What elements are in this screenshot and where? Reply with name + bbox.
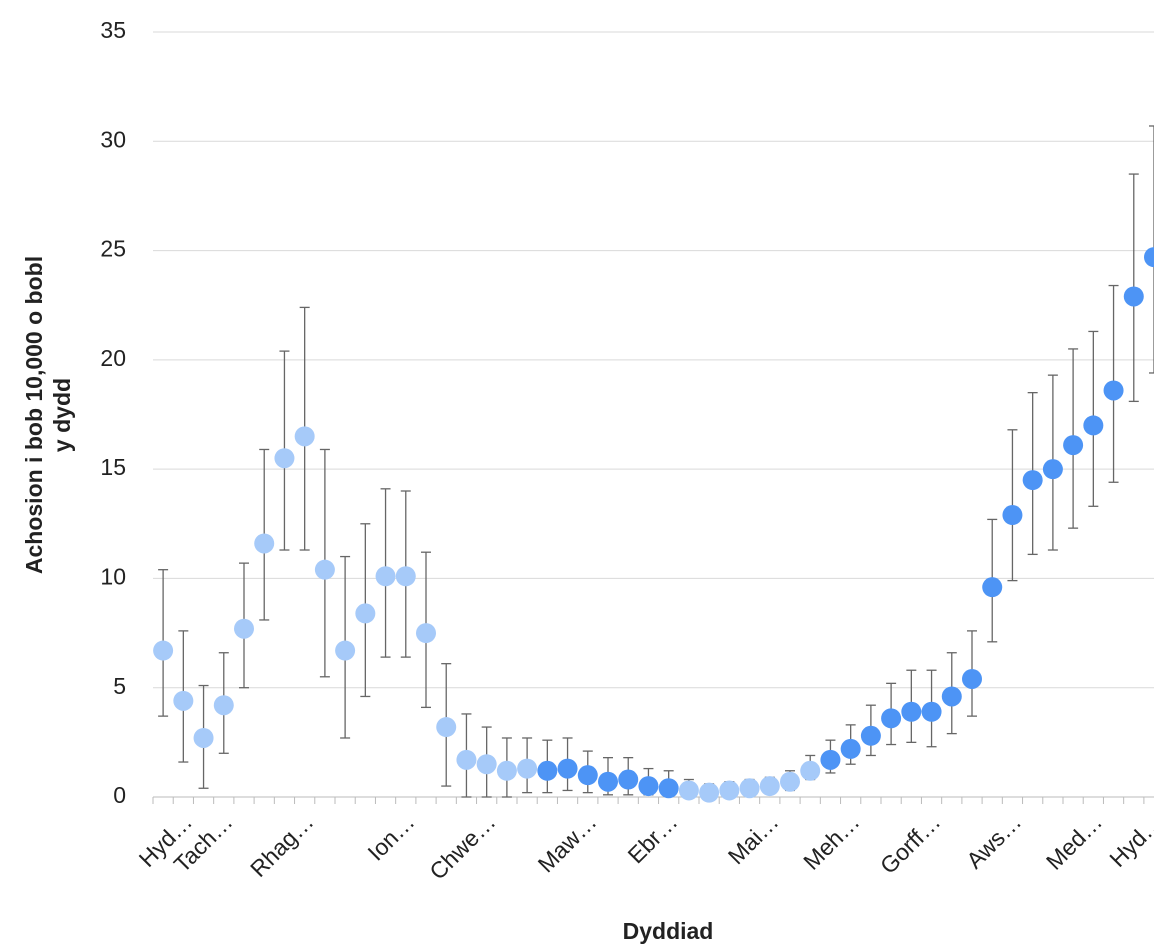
point (517, 758, 538, 779)
x-tick-label: Rhag… (245, 808, 319, 882)
point (840, 738, 861, 759)
point (375, 566, 396, 587)
point (557, 758, 578, 779)
y-tick-label: 5 (113, 673, 126, 699)
point (901, 701, 922, 722)
point (719, 780, 740, 801)
point (577, 765, 598, 786)
x-tick-label: Gorff… (875, 808, 946, 879)
point (294, 426, 315, 447)
y-axis-title: Achosion i bob 10,000 o bobl (21, 256, 47, 574)
x-tick-label: Med… (1041, 808, 1107, 874)
point (800, 760, 821, 781)
y-tick-label: 10 (100, 564, 126, 590)
y-tick-label: 20 (100, 345, 126, 371)
point (274, 448, 295, 469)
x-tick-label: Ebr… (623, 808, 683, 868)
point (1144, 247, 1154, 268)
point (173, 690, 194, 711)
y-tick-label: 25 (100, 236, 126, 262)
point (436, 717, 457, 738)
point (1083, 415, 1104, 436)
y-tick-label: 15 (100, 454, 126, 480)
point (153, 640, 174, 661)
point (962, 668, 982, 689)
x-tick-label: Meh… (798, 808, 864, 874)
y-axis-title: y dydd (49, 378, 75, 452)
point (496, 760, 517, 781)
point (1002, 505, 1023, 526)
point (395, 566, 416, 587)
point (759, 776, 780, 797)
x-tick-label: Chwe… (424, 808, 500, 884)
point (213, 695, 234, 716)
point (416, 623, 436, 644)
point (1042, 459, 1063, 480)
point (982, 577, 1003, 598)
y-tick-label: 35 (100, 17, 126, 43)
x-tick-label: Ion… (362, 808, 419, 865)
point (537, 760, 558, 781)
x-tick-label: Hyd… (1104, 808, 1154, 872)
point (314, 559, 335, 580)
y-tick-label: 0 (113, 782, 126, 808)
x-tick-label: Aws… (961, 808, 1026, 873)
point (699, 782, 720, 803)
point (678, 780, 699, 801)
point (820, 749, 841, 770)
point (456, 749, 477, 770)
point (1022, 470, 1043, 491)
point (881, 708, 902, 729)
y-tick-label: 30 (100, 126, 126, 152)
point (1123, 286, 1144, 307)
point (335, 640, 356, 661)
point (355, 603, 376, 624)
x-tick-label: Mai… (723, 808, 784, 869)
point (1103, 380, 1124, 401)
point (780, 771, 800, 792)
point (860, 725, 881, 746)
point (618, 769, 639, 790)
x-axis-title: Dyddiad (623, 918, 714, 944)
point (739, 778, 760, 799)
point (1063, 435, 1084, 456)
point (254, 533, 275, 554)
point (234, 618, 254, 639)
x-tick-label: Maw… (533, 808, 602, 877)
point (193, 727, 214, 748)
point (638, 776, 659, 797)
point (598, 771, 618, 792)
point (941, 686, 962, 707)
point (921, 701, 942, 722)
point (476, 754, 497, 775)
point (658, 778, 679, 799)
